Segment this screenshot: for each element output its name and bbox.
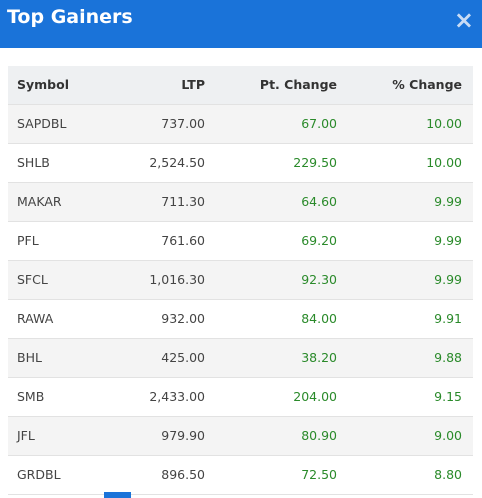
column-header: % Change <box>392 77 462 92</box>
column-header: Symbol <box>17 77 69 92</box>
table-cell: 10.00 <box>426 155 462 170</box>
table-cell: 204.00 <box>293 389 337 404</box>
table-row: GRDBL 896.50 72.50 8.80 <box>8 456 473 495</box>
table-cell: 229.50 <box>293 155 337 170</box>
table-cell: 425.00 <box>161 350 205 365</box>
close-button[interactable]: × <box>453 6 474 34</box>
modal-title: Top Gainers <box>7 6 133 28</box>
table-cell: 9.15 <box>434 389 462 404</box>
table-cell: SFCL <box>17 272 48 287</box>
table-cell: GRDBL <box>17 467 61 482</box>
pagination-indicator[interactable] <box>104 492 131 498</box>
table-row: RAWA 932.00 84.00 9.91 <box>8 300 473 339</box>
table-row: SFCL 1,016.30 92.30 9.99 <box>8 261 473 300</box>
table-row: BHL 425.00 38.20 9.88 <box>8 339 473 378</box>
column-header: Pt. Change <box>259 77 337 92</box>
table-cell: 737.00 <box>161 116 205 131</box>
table-cell: 64.60 <box>301 194 337 209</box>
table-cell: 2,433.00 <box>149 389 205 404</box>
modal-header: Top Gainers × <box>0 0 482 48</box>
table-row: JFL 979.90 80.90 9.00 <box>8 417 473 456</box>
table-cell: 69.20 <box>301 233 337 248</box>
table-cell: 9.91 <box>434 311 462 326</box>
table-cell: 8.80 <box>434 467 462 482</box>
table-cell: 10.00 <box>426 116 462 131</box>
table: Symbol LTP Pt. Change % Change SAPDBL 737.00 6… <box>8 66 473 495</box>
table-cell: 9.00 <box>434 428 462 443</box>
column-header: LTP <box>181 77 205 92</box>
table-cell: 979.90 <box>161 428 205 443</box>
table-cell: RAWA <box>17 311 54 326</box>
table-cell: SHLB <box>17 155 50 170</box>
table-cell: 2,524.50 <box>149 155 205 170</box>
table-row: SHLB 2,524.50 229.50 10.00 <box>8 144 473 183</box>
table-cell: 84.00 <box>301 311 337 326</box>
table-row: PFL 761.60 69.20 9.99 <box>8 222 473 261</box>
table-cell: 761.60 <box>161 233 205 248</box>
table-cell: 1,016.30 <box>149 272 205 287</box>
table-cell: 9.88 <box>434 350 462 365</box>
table-cell: SAPDBL <box>17 116 67 131</box>
table-cell: 92.30 <box>301 272 337 287</box>
table-cell: 38.20 <box>301 350 337 365</box>
table-cell: 896.50 <box>161 467 205 482</box>
table-cell: SMB <box>17 389 45 404</box>
table-cell: MAKAR <box>17 194 62 209</box>
table-cell: BHL <box>17 350 42 365</box>
table-cell: 9.99 <box>434 272 462 287</box>
table-header-row: Symbol LTP Pt. Change % Change <box>8 66 473 105</box>
table-cell: JFL <box>17 428 35 443</box>
table-row: MAKAR 711.30 64.60 9.99 <box>8 183 473 222</box>
table-cell: 80.90 <box>301 428 337 443</box>
table-row: SMB 2,433.00 204.00 9.15 <box>8 378 473 417</box>
table-row: SAPDBL 737.00 67.00 10.00 <box>8 105 473 144</box>
table-cell: 72.50 <box>301 467 337 482</box>
table-cell: 67.00 <box>301 116 337 131</box>
table-cell: 9.99 <box>434 194 462 209</box>
table-cell: 932.00 <box>161 311 205 326</box>
table-cell: PFL <box>17 233 39 248</box>
table-cell: 9.99 <box>434 233 462 248</box>
table-cell: 711.30 <box>161 194 205 209</box>
